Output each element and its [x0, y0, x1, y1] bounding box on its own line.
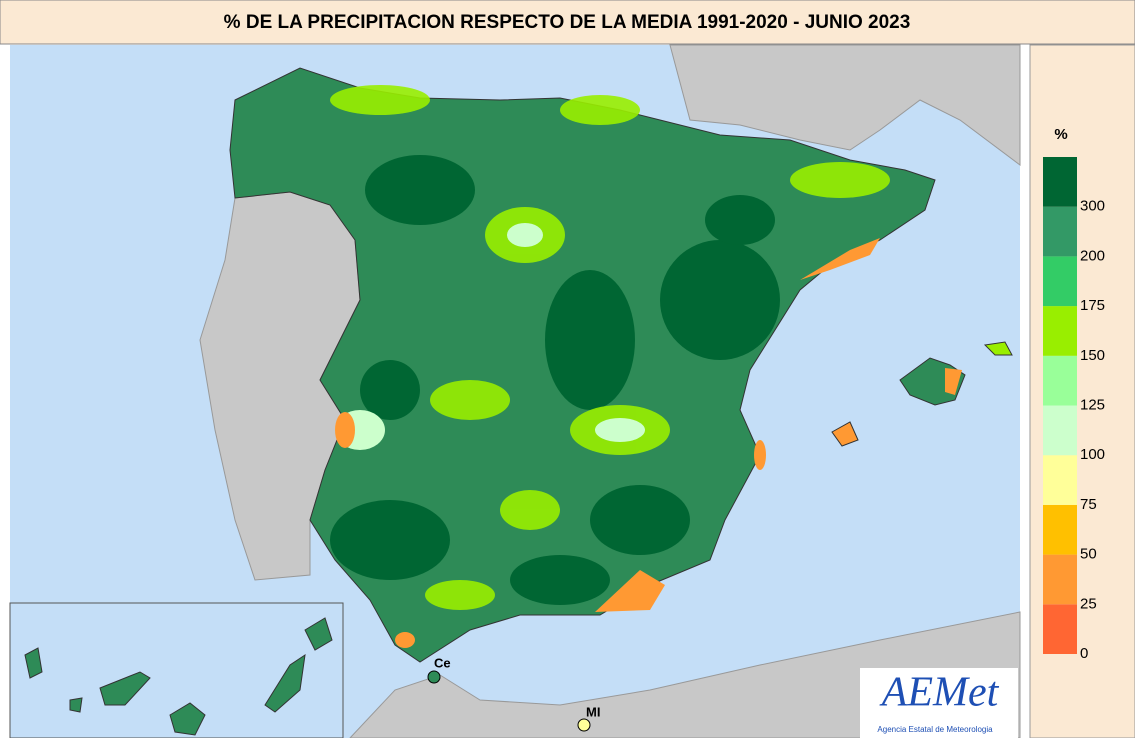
legend-swatch [1043, 207, 1077, 257]
legend-tick-label: 125 [1080, 396, 1105, 413]
legend-swatch [1043, 406, 1077, 456]
legend-swatch [1043, 455, 1077, 505]
legend-unit: % [1054, 126, 1067, 143]
map-title: % DE LA PRECIPITACION RESPECTO DE LA MED… [224, 12, 911, 33]
map-area: Ce MI AEMet Agencia Estatal de Meteorolo… [10, 45, 1020, 738]
place-label: MI [586, 704, 600, 719]
legend-tick-label: 300 [1080, 198, 1105, 215]
place-label: Ce [434, 655, 451, 670]
legend-tick-label: 0 [1080, 645, 1088, 662]
legend-swatch [1043, 604, 1077, 654]
legend-tick-label: 100 [1080, 446, 1105, 463]
legend-tick-label: 75 [1080, 496, 1097, 513]
legend-tick-label: 150 [1080, 347, 1105, 364]
legend-tick-label: 50 [1080, 546, 1097, 563]
legend-tick-label: 175 [1080, 297, 1105, 314]
legend-swatch [1043, 356, 1077, 406]
page: {"title": "% DE LA PRECIPITACION RESPECT… [0, 0, 1135, 743]
map-figure: % DE LA PRECIPITACION RESPECTO DE LA MED… [0, 0, 1135, 738]
legend-swatch [1043, 306, 1077, 356]
legend-swatch [1043, 505, 1077, 555]
legend-tick-label: 25 [1080, 595, 1097, 612]
legend-tick-label: 200 [1080, 247, 1105, 264]
legend-swatch [1043, 157, 1077, 207]
legend-swatch [1043, 555, 1077, 605]
legend-swatch [1043, 256, 1077, 306]
logo-name: AEMet [879, 670, 1000, 716]
logo-subtitle: Agencia Estatal de Meteorologia [877, 725, 993, 734]
